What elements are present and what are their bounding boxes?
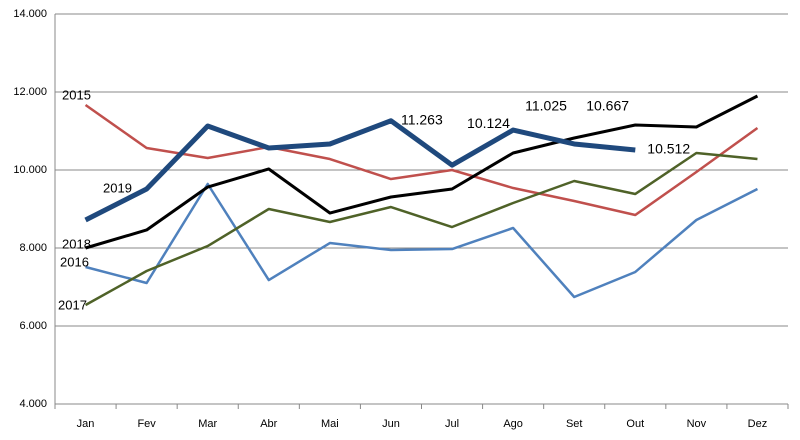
series-name-label: 2017 xyxy=(58,297,87,312)
series-line xyxy=(84,151,758,307)
data-label: 11.263 xyxy=(401,111,443,127)
x-tick-label: Nov xyxy=(687,418,707,430)
x-tick-label: Jul xyxy=(445,418,459,430)
y-tick-label: 12.000 xyxy=(13,86,47,98)
data-label: 10.124 xyxy=(467,115,510,131)
x-tick-label: Jun xyxy=(382,418,400,430)
series-name-label: 2015 xyxy=(62,87,91,102)
y-tick-label: 14.000 xyxy=(13,8,47,20)
y-tick-label: 8.000 xyxy=(19,242,47,254)
series-name-label: 2018 xyxy=(62,236,91,251)
series-line xyxy=(85,182,759,299)
series-line xyxy=(85,94,759,250)
x-tick-label: Ago xyxy=(503,418,523,430)
y-tick-label: 4.000 xyxy=(19,398,47,410)
x-tick-label: Dez xyxy=(748,418,768,430)
x-tick-label: Out xyxy=(626,418,644,430)
y-tick-label: 6.000 xyxy=(19,320,47,332)
data-label: 11.025 xyxy=(525,98,567,114)
series-line xyxy=(84,103,759,217)
x-tick-label: Fev xyxy=(137,418,156,430)
series-name-label: 2019 xyxy=(103,180,132,195)
x-tick-label: Abr xyxy=(260,418,277,430)
series-line xyxy=(84,118,636,223)
series-name-label: 2016 xyxy=(60,254,89,269)
x-tick-label: Mai xyxy=(321,418,339,430)
data-label: 10.667 xyxy=(586,98,629,114)
x-tick-label: Set xyxy=(566,418,583,430)
x-tick-label: Mar xyxy=(198,418,217,430)
y-tick-label: 10.000 xyxy=(13,164,47,176)
x-tick-label: Jan xyxy=(77,418,95,430)
data-label: 10.512 xyxy=(647,141,690,157)
